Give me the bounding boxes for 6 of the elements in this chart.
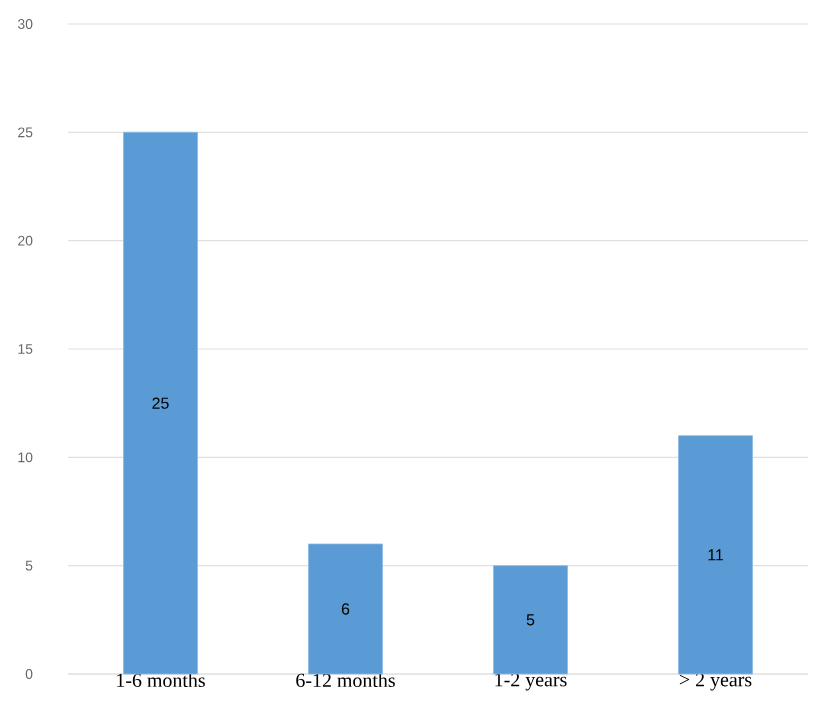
bar <box>493 565 568 675</box>
bar <box>308 543 383 675</box>
bar <box>678 435 753 675</box>
x-tick-label: 6-12 months <box>296 673 395 688</box>
bar <box>123 131 198 675</box>
x-tick-label: 1-6 months <box>117 673 205 688</box>
